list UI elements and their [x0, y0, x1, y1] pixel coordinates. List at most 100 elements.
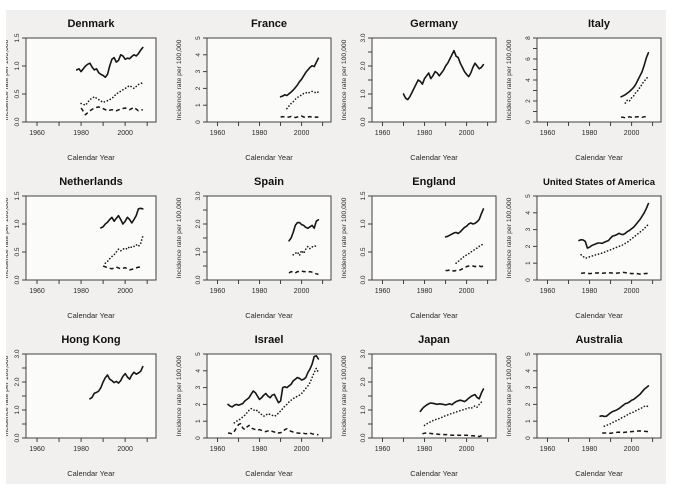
plot-box	[371, 353, 497, 439]
y-tick-label: 1.0	[14, 61, 21, 70]
x-tick-label: 1960	[29, 130, 45, 137]
panel-title: Netherlands	[59, 176, 123, 188]
y-tick-label: 3.0	[360, 33, 367, 42]
y-tick-label: 1.5	[360, 191, 367, 200]
y-tick-label: 0.5	[360, 247, 367, 256]
x-tick-label: 1980	[417, 446, 433, 453]
y-tick-label: 5	[525, 352, 532, 356]
y-tick-label: 3	[525, 227, 532, 231]
panel-title: Spain	[254, 176, 284, 188]
plot-box	[25, 37, 157, 123]
x-tick-label: 1980	[582, 446, 598, 453]
y-tick-label: 2	[525, 402, 532, 406]
x-tick-label: 1980	[252, 288, 268, 295]
y-tick-label: 3.0	[195, 191, 202, 200]
y-tick-label: 1.0	[14, 219, 21, 228]
solid-line	[402, 49, 485, 101]
x-tick-label: 1980	[73, 130, 89, 137]
x-tick-label: 1960	[540, 288, 556, 295]
dashed-line	[102, 265, 143, 271]
x-tick-label: 1960	[210, 446, 226, 453]
solid-line	[599, 385, 650, 418]
x-tick-label: 1980	[417, 288, 433, 295]
panel-japan: 1960 1980 2000 0.0 1.0 2.0 3.0 Japan Calendar Ye…	[341, 334, 497, 478]
y-axis-label: Incidence rate per 100,000	[176, 197, 183, 278]
dashed-line	[581, 271, 649, 275]
dashed-line	[621, 116, 649, 119]
y-tick-label: 5	[525, 194, 532, 198]
y-axis-label: Incidence rate per 100,000	[341, 39, 348, 120]
x-tick-label: 2000	[624, 446, 640, 453]
panel-denmark: 1960 1980 2000 0.0 0.5 1.0 1.5 Denmark Calendar …	[6, 18, 157, 162]
x-axis-label: Calendar Year	[410, 469, 458, 478]
x-axis-label: Calendar Year	[67, 469, 115, 478]
y-tick-label: 0	[195, 120, 202, 124]
solid-line	[89, 365, 144, 400]
y-tick-label: 0	[525, 278, 532, 282]
solid-line	[100, 207, 144, 229]
plot-box	[371, 195, 497, 281]
x-tick-label: 1980	[252, 130, 268, 137]
y-tick-label: 0.0	[14, 117, 21, 126]
y-tick-label: 0.0	[195, 275, 202, 284]
solid-line	[419, 388, 485, 413]
y-tick-label: 1	[525, 419, 532, 423]
y-tick-label: 1	[195, 419, 202, 423]
dotted-line	[292, 245, 320, 257]
solid-line	[75, 46, 144, 78]
solid-line	[578, 202, 650, 249]
panel-title: Hong Kong	[61, 334, 120, 346]
panel-germany: 1960 1980 2000 0.0 1.0 2.0 3.0 Germany Calendar …	[341, 18, 497, 162]
y-tick-label: 0.5	[14, 89, 21, 98]
y-tick-label: 1	[195, 103, 202, 107]
dotted-line	[423, 399, 485, 427]
x-axis-label: Calendar Year	[245, 311, 293, 320]
x-axis-label: Calendar Year	[410, 311, 458, 320]
y-axis-label: Incidence rate per 100,000	[341, 197, 348, 278]
y-tick-label: 0.5	[14, 247, 21, 256]
x-tick-label: 2000	[459, 130, 475, 137]
panel-title: Italy	[588, 18, 611, 30]
x-tick-label: 2000	[117, 446, 133, 453]
panel-title: Australia	[575, 334, 623, 346]
y-axis-label: Incidence rate per 100,000	[506, 197, 513, 278]
y-tick-label: 0.0	[360, 117, 367, 126]
y-tick-label: 0	[525, 120, 532, 124]
x-tick-label: 2000	[294, 130, 310, 137]
dotted-line	[624, 75, 650, 104]
x-tick-label: 1960	[375, 446, 391, 453]
dotted-line	[455, 242, 485, 264]
y-tick-label: 0.0	[360, 275, 367, 284]
y-axis-label: Incidence rate per 100,000	[176, 39, 183, 120]
dashed-line	[227, 422, 319, 436]
plot-box	[536, 37, 662, 123]
x-tick-label: 1980	[582, 288, 598, 295]
y-tick-label: 2	[195, 402, 202, 406]
y-tick-label: 0.0	[14, 433, 21, 442]
panel-title: Germany	[410, 18, 459, 30]
y-tick-label: 1.0	[195, 247, 202, 256]
y-tick-label: 4	[525, 369, 532, 373]
solid-line	[620, 51, 650, 98]
x-tick-label: 1980	[252, 446, 268, 453]
y-axis-label: Incidence rate per 100,000	[506, 39, 513, 120]
y-tick-label: 2	[195, 86, 202, 90]
panel-france: 1960 1980 2000 0 1 2 3 4 5 France Calendar Year Inc…	[176, 18, 332, 162]
x-tick-label: 1980	[582, 130, 598, 137]
plot-box	[536, 353, 662, 439]
dashed-line	[422, 432, 484, 438]
y-axis-label: Incidence rate per 100,000	[6, 355, 10, 436]
dotted-line	[80, 82, 144, 106]
y-tick-label: 6	[525, 57, 532, 61]
y-tick-label: 1.0	[14, 405, 21, 414]
plot-box	[25, 195, 157, 281]
panel-australia: 1960 1980 2000 0 1 2 3 4 5 Australia Calendar Year…	[506, 334, 662, 478]
panel-usa: 1960 1980 2000 0 1 2 3 4 5 United States of Ameri…	[506, 177, 662, 320]
y-tick-label: 1.0	[360, 219, 367, 228]
y-tick-label: 0.0	[14, 275, 21, 284]
dotted-line	[603, 404, 650, 427]
y-tick-label: 0.0	[360, 433, 367, 442]
y-tick-label: 1.5	[14, 191, 21, 200]
plot-box	[371, 37, 497, 123]
solid-line	[227, 354, 320, 408]
